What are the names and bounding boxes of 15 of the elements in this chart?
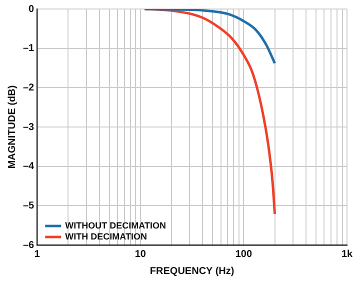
x-axis-title: FREQUENCY (Hz)	[150, 266, 234, 277]
y-tick-label: –2	[23, 82, 35, 94]
x-tick-label: 1	[34, 248, 40, 260]
y-tick-label: –4	[23, 161, 35, 172]
x-tick-label: 1k	[341, 248, 353, 260]
x-tick-label: 10	[134, 248, 146, 260]
y-tick-label: –3	[23, 122, 35, 133]
y-tick-label: –5	[23, 200, 35, 212]
y-tick-label: –1	[23, 43, 35, 54]
y-axis-title: MAGNITUDE (dB)	[6, 85, 18, 169]
y-tick-label: –6	[23, 240, 35, 251]
legend-label: WITHOUT DECIMATION	[65, 220, 166, 230]
legend-label: WITH DECIMATION	[65, 231, 147, 242]
y-tick-label: 0	[28, 4, 35, 15]
x-tick-label: 100	[235, 248, 252, 260]
